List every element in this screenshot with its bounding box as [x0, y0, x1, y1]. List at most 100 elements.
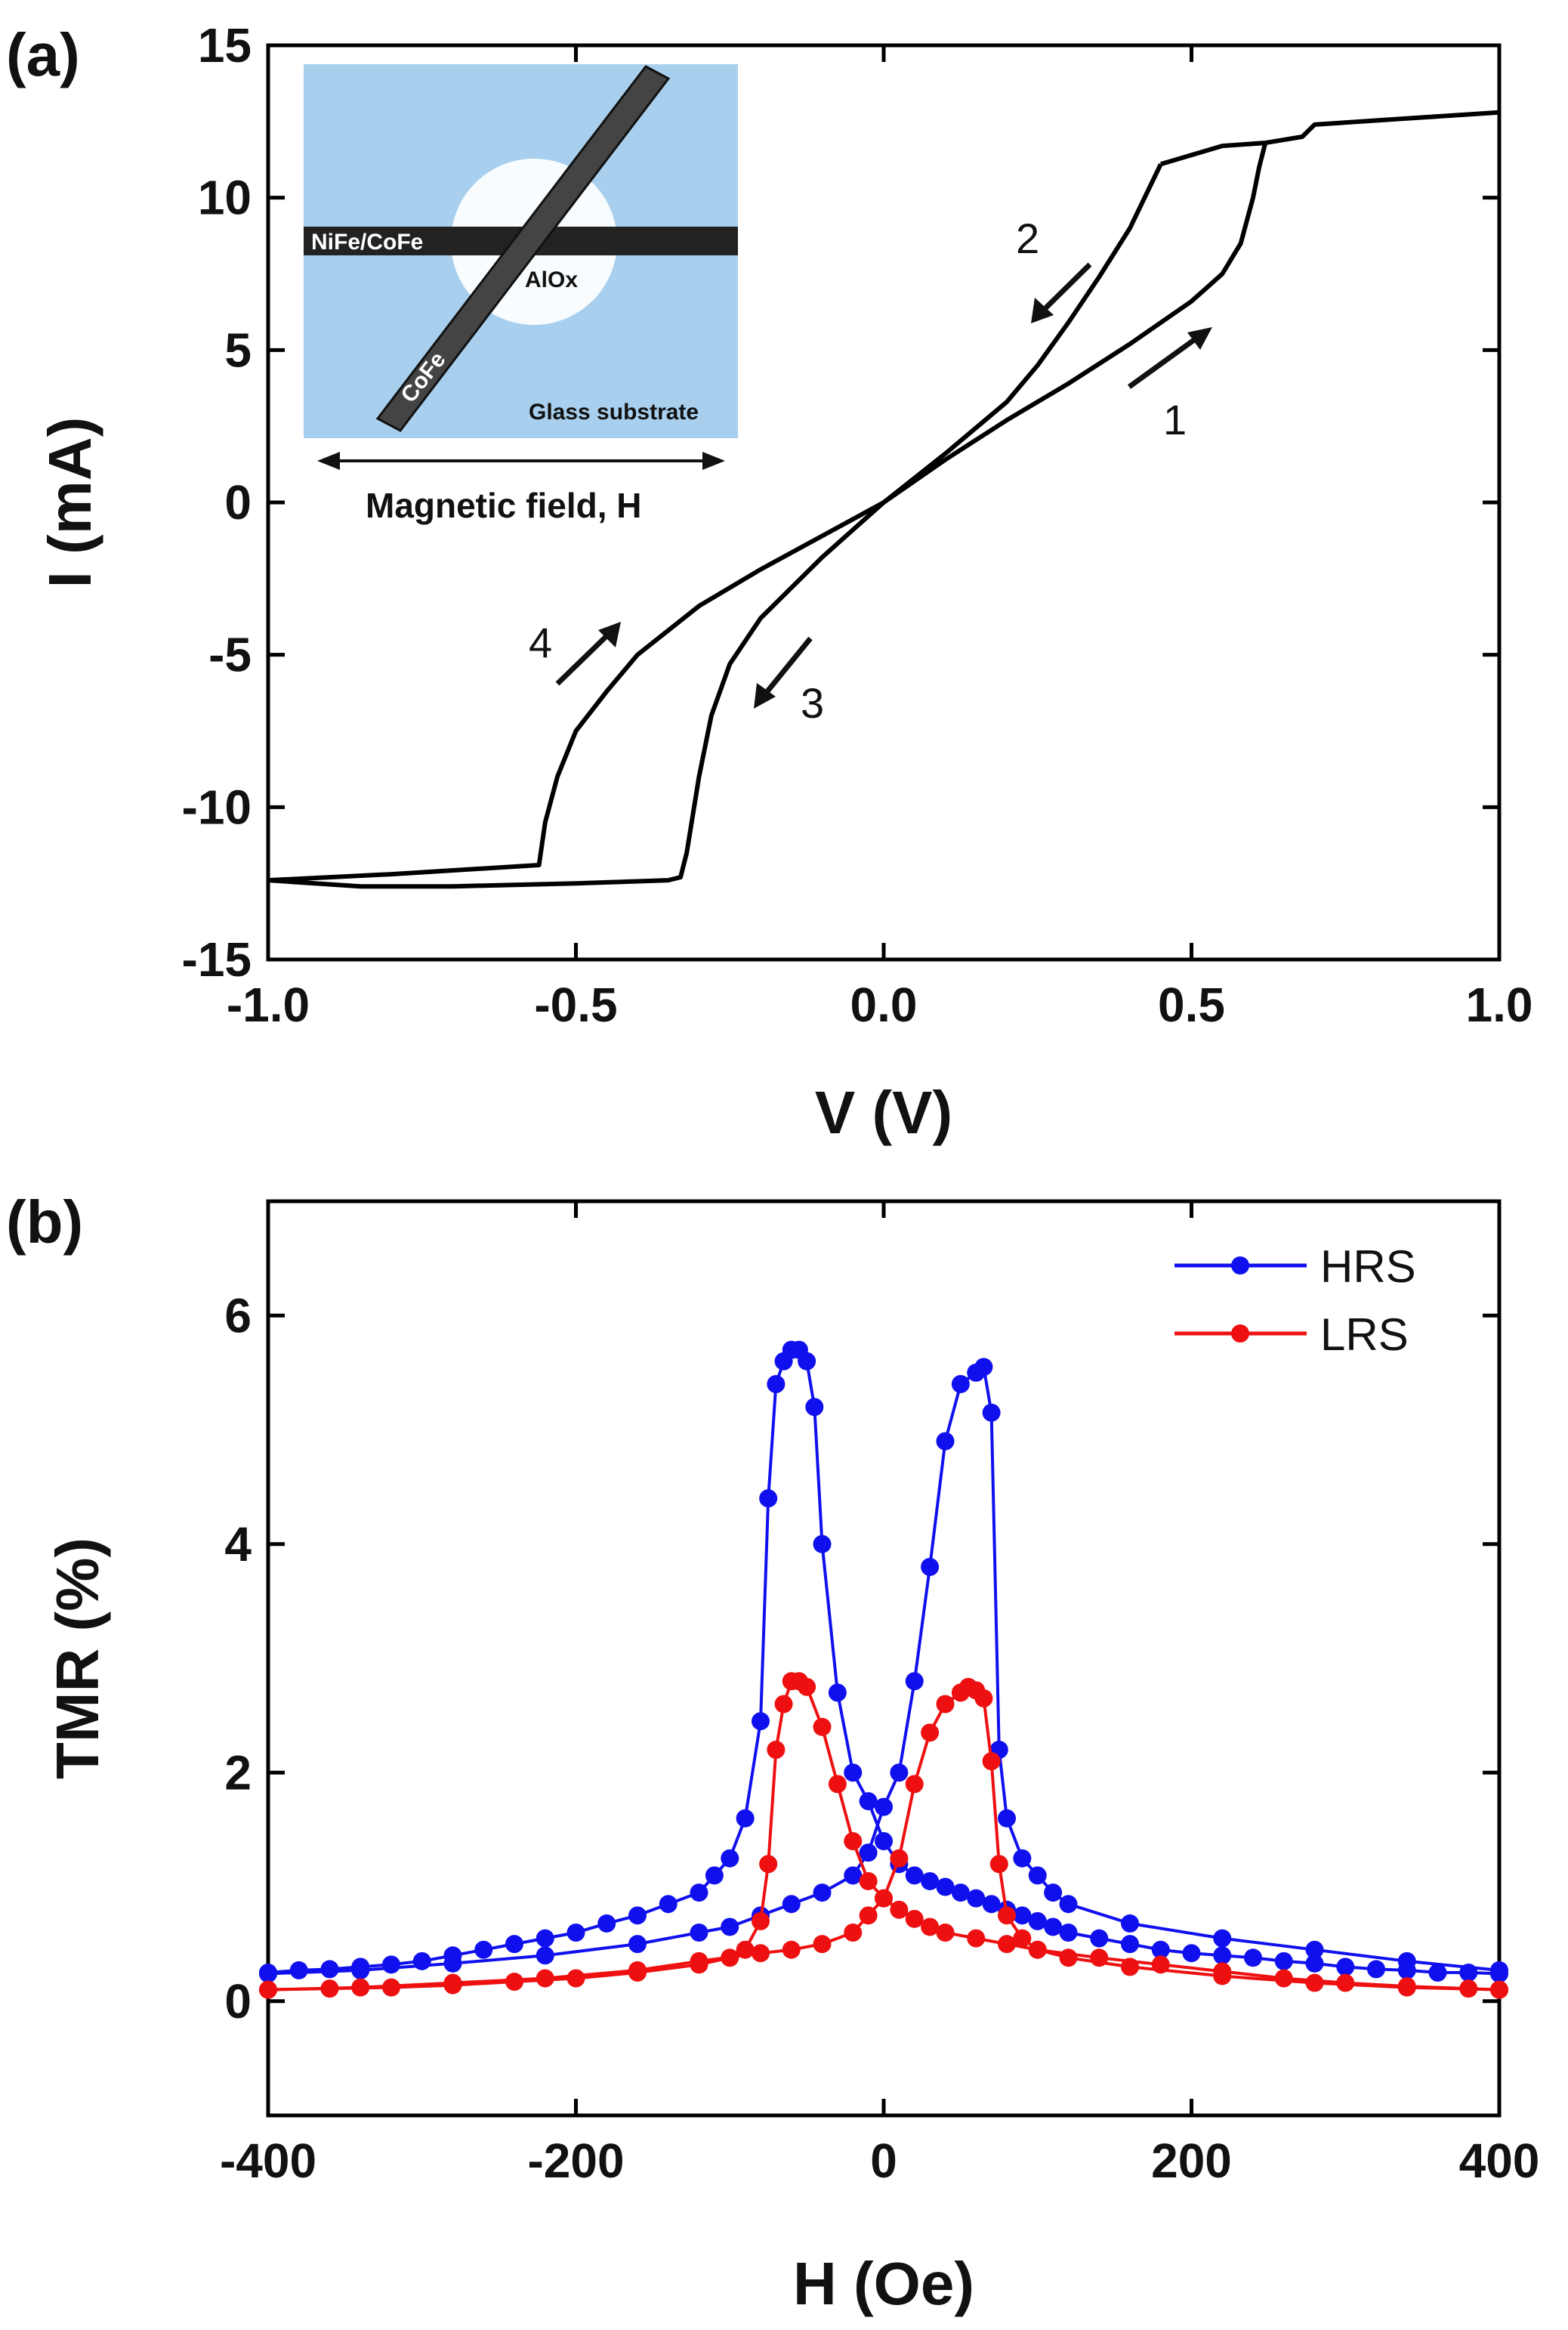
data-point-hrs	[566, 1924, 585, 1942]
data-point-hrs-return	[536, 1946, 554, 1965]
data-point-hrs	[1367, 1960, 1385, 1979]
data-point-hrs	[905, 1866, 924, 1885]
data-point-hrs	[659, 1895, 678, 1914]
data-point-lrs-return	[974, 1689, 993, 1707]
data-point-hrs-return	[974, 1358, 993, 1377]
data-point-hrs	[289, 1961, 308, 1979]
data-point-lrs	[828, 1775, 847, 1794]
data-point-lrs-return	[782, 1940, 801, 1959]
data-point-hrs	[721, 1849, 739, 1868]
x-tick-label: -200	[527, 2134, 624, 2188]
data-point-hrs	[1182, 1944, 1201, 1963]
data-point-hrs	[921, 1871, 940, 1890]
data-point-lrs	[844, 1832, 863, 1850]
data-point-hrs	[805, 1398, 824, 1417]
data-point-hrs	[736, 1809, 755, 1828]
series-line-sweep-saturated-positive	[1159, 110, 1500, 167]
legend-label-lrs: LRS	[1320, 1309, 1409, 1360]
data-point-lrs	[774, 1695, 793, 1714]
data-point-hrs	[382, 1955, 400, 1974]
inset-substrate-label: Glass substrate	[529, 400, 699, 425]
data-point-hrs-return	[628, 1935, 647, 1954]
data-point-lrs	[752, 1911, 770, 1930]
data-point-lrs-return	[844, 1924, 863, 1942]
series-line-sweep-1-forward-hrs	[882, 142, 1268, 505]
sweep-arrow-3	[754, 636, 813, 709]
panel-a-label: (a)	[6, 21, 80, 88]
inset-field-label: Magnetic field, H	[366, 486, 641, 525]
data-point-lrs	[1336, 1973, 1355, 1992]
data-point-hrs	[875, 1832, 893, 1850]
data-point-hrs	[690, 1883, 708, 1902]
data-point-hrs	[767, 1375, 786, 1393]
data-point-lrs	[813, 1717, 832, 1736]
data-point-lrs-return	[921, 1723, 940, 1742]
data-point-lrs	[890, 1900, 909, 1919]
data-point-lrs-return	[813, 1935, 832, 1954]
data-point-lrs-return	[890, 1849, 909, 1868]
data-point-hrs	[759, 1489, 778, 1508]
data-point-lrs-return	[982, 1752, 1001, 1771]
data-point-hrs-return	[998, 1809, 1016, 1828]
data-point-hrs	[505, 1935, 523, 1954]
data-point-lrs	[921, 1917, 940, 1936]
series-line-sweep-3-negative-lrs	[267, 500, 885, 889]
data-point-hrs-return	[951, 1375, 970, 1393]
data-point-lrs	[566, 1969, 585, 1988]
data-point-lrs-return	[1059, 1948, 1078, 1967]
y-tick-label: 2	[224, 1745, 252, 1800]
data-point-lrs	[905, 1909, 924, 1928]
data-point-lrs-return	[1305, 1973, 1324, 1992]
data-point-hrs-return	[1397, 1951, 1416, 1970]
data-point-hrs-return	[1121, 1914, 1139, 1933]
x-tick-label: 1.0	[1466, 978, 1533, 1032]
data-point-hrs	[320, 1960, 339, 1979]
y-tick-label: 6	[224, 1288, 252, 1343]
data-point-hrs-return	[813, 1883, 832, 1902]
x-tick-label: 200	[1151, 2134, 1232, 2188]
data-point-lrs-return	[1397, 1978, 1416, 1997]
inset-barrier-label: AlOx	[525, 267, 578, 292]
data-point-lrs-return	[690, 1951, 708, 1970]
inset-field-arrow	[317, 452, 725, 470]
data-point-lrs-return	[351, 1978, 370, 1997]
y-tick-label: 0	[224, 1974, 252, 2029]
data-point-lrs-return	[989, 1855, 1008, 1874]
data-point-lrs-return	[1490, 1980, 1508, 1999]
y-tick-label: 10	[198, 171, 252, 225]
data-point-hrs	[936, 1877, 955, 1896]
panel-b-tick-labels: -400 -200 0 200 400 0 2 4 6	[220, 1288, 1539, 2188]
y-tick-label: 4	[224, 1517, 252, 1571]
data-point-hrs-return	[1213, 1929, 1232, 1948]
series-line-hrs-return	[267, 1365, 1500, 1976]
sweep-label-1: 1	[1163, 396, 1187, 443]
sweep-label-3: 3	[801, 679, 824, 727]
data-point-hrs-return	[890, 1763, 909, 1782]
data-point-hrs-return	[982, 1403, 1001, 1422]
data-point-hrs	[628, 1906, 647, 1925]
data-point-hrs	[859, 1792, 878, 1811]
data-point-hrs-return	[1490, 1961, 1508, 1979]
data-point-hrs	[1274, 1951, 1293, 1970]
data-point-hrs-return	[1028, 1866, 1047, 1885]
data-point-hrs	[1121, 1935, 1139, 1954]
x-tick-label: 400	[1459, 2134, 1540, 2188]
panel-a-tick-labels: -1.0 -0.5 0.0 0.5 1.0 -15 -10 -5 0 5 10 15	[182, 18, 1533, 1032]
data-point-hrs	[1213, 1946, 1232, 1965]
y-tick-label: -10	[182, 780, 252, 834]
data-point-hrs	[474, 1940, 493, 1959]
data-point-lrs-return	[1028, 1940, 1047, 1959]
data-point-hrs	[1028, 1911, 1047, 1930]
sweep-arrow-2	[1031, 262, 1092, 323]
sweep-label-4: 4	[529, 619, 552, 666]
data-point-lrs-return	[1013, 1929, 1032, 1948]
series-line-sweep-2-reverse-lrs	[882, 162, 1163, 505]
data-point-hrs	[982, 1895, 1001, 1914]
data-point-hrs-return	[936, 1432, 955, 1451]
data-point-lrs	[967, 1929, 986, 1948]
panel-b-label: (b)	[6, 1188, 83, 1256]
sweep-arrow-4	[555, 622, 621, 686]
y-tick-label: 5	[224, 323, 252, 377]
data-point-lrs	[798, 1677, 816, 1696]
